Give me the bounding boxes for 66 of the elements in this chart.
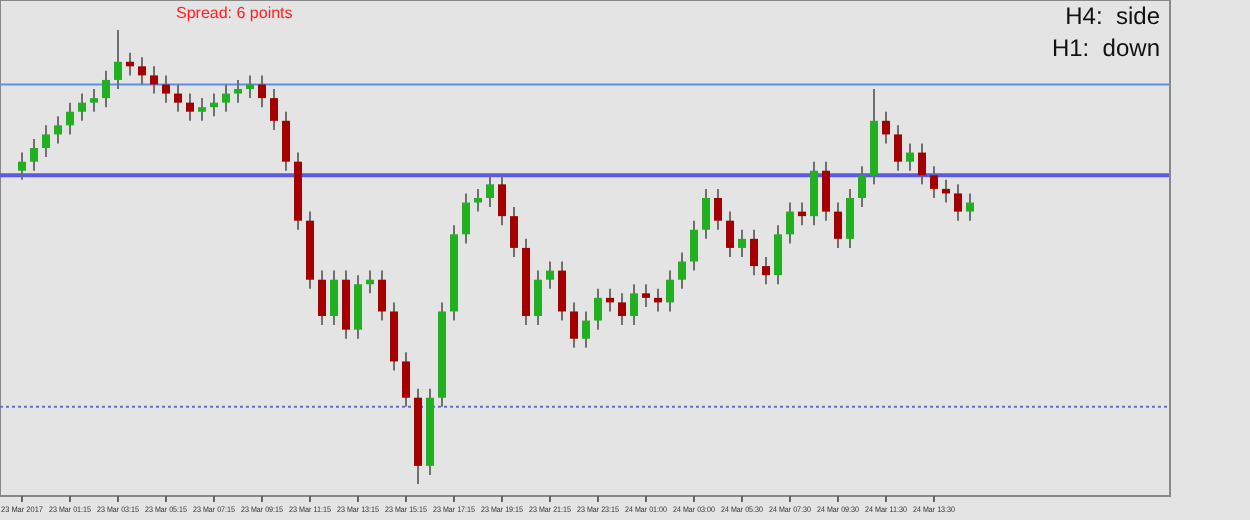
candlestick <box>918 142 926 186</box>
candlestick <box>690 219 698 272</box>
candlestick <box>702 187 710 240</box>
candlestick <box>234 78 242 104</box>
candlestick <box>90 88 98 113</box>
candlestick <box>66 101 74 136</box>
candlestick <box>102 69 110 109</box>
candlestick <box>954 183 962 222</box>
candlestick <box>810 160 818 227</box>
candlestick <box>186 92 194 122</box>
candlestick <box>714 187 722 231</box>
candlestick <box>246 74 254 100</box>
candlestick <box>138 56 146 86</box>
candlestick <box>774 224 782 286</box>
candlestick <box>282 110 290 172</box>
candlestick <box>78 92 86 122</box>
candlestick <box>930 165 938 199</box>
candlestick <box>486 174 494 209</box>
candlestick <box>114 29 122 91</box>
candlestick <box>630 283 638 327</box>
candlestick <box>258 74 266 109</box>
candlestick <box>750 228 758 277</box>
candlestick <box>834 201 842 249</box>
candlestick <box>462 192 470 245</box>
candlestick <box>642 283 650 308</box>
text: H1: down <box>1051 34 1160 62</box>
candlestick <box>594 287 602 331</box>
candlestick <box>354 274 362 340</box>
candlestick <box>726 210 734 258</box>
candlestick <box>570 301 578 349</box>
candlestick <box>222 83 230 113</box>
candlestick <box>738 228 746 258</box>
candlestick <box>510 206 518 258</box>
candlestick <box>822 160 830 222</box>
candlestick <box>318 269 326 327</box>
candlestick <box>30 137 38 172</box>
candlestick <box>894 124 902 172</box>
text: Spread: 6 points <box>176 4 293 22</box>
candlestick <box>198 97 206 122</box>
candlestick <box>618 292 626 327</box>
candlestick <box>474 187 482 213</box>
candlestick <box>498 174 506 227</box>
candlestick <box>858 165 866 209</box>
candlestick <box>846 187 854 249</box>
candlestick <box>42 124 50 159</box>
candlestick <box>762 256 770 286</box>
candlestick <box>378 269 386 322</box>
candlestick <box>18 151 26 181</box>
candlestick <box>786 201 794 245</box>
candlestick <box>882 110 890 145</box>
candlestick <box>906 142 914 172</box>
candlestick <box>582 310 590 349</box>
candlestick <box>534 269 542 327</box>
candlestick <box>54 115 62 145</box>
candlestick <box>270 88 278 131</box>
candlestick <box>402 351 410 408</box>
candlestick <box>150 65 158 95</box>
candlestick <box>666 269 674 313</box>
candlestick <box>558 260 566 322</box>
candlestick <box>966 192 974 222</box>
text: H4: side <box>1065 2 1161 30</box>
candlestick <box>174 83 182 113</box>
candlestick <box>678 251 686 290</box>
candlestick <box>546 260 554 290</box>
candlestick <box>162 74 170 104</box>
candlestick <box>330 269 338 327</box>
